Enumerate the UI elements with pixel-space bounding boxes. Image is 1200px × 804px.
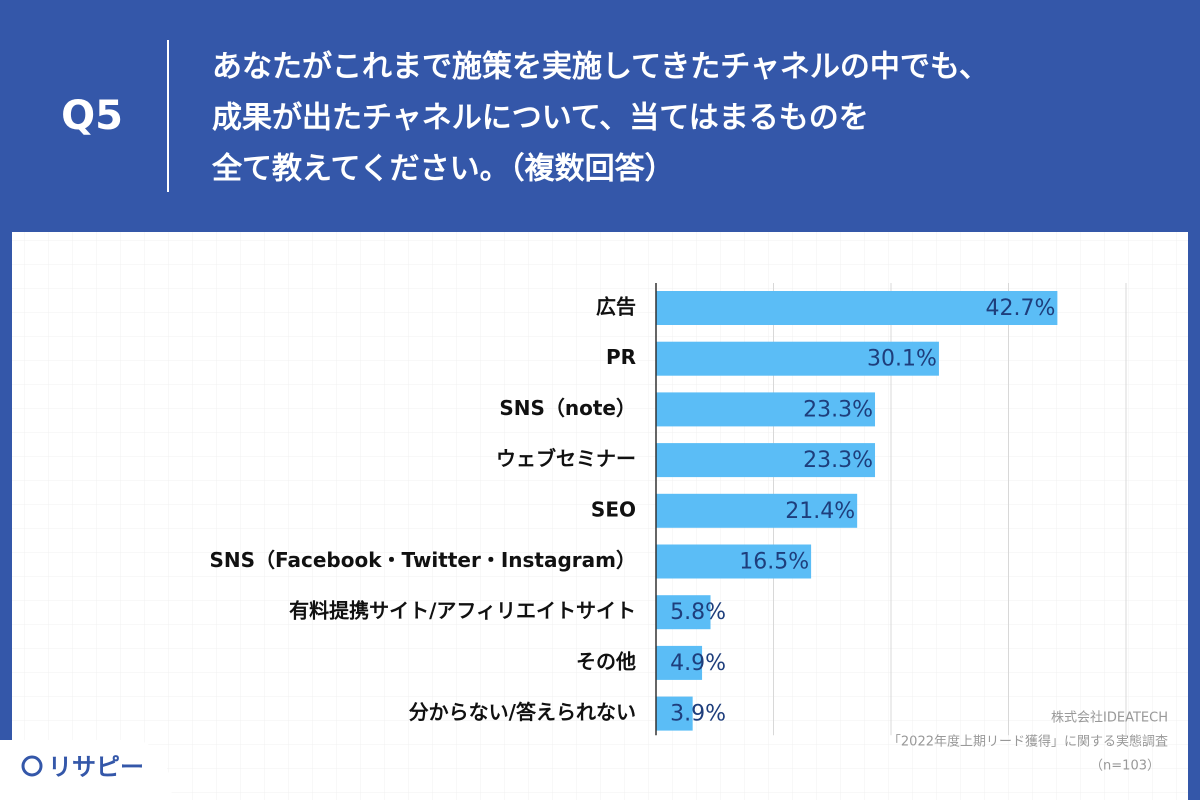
source-line: 株式会社IDEATECH (1051, 710, 1168, 726)
value-label: 42.7% (985, 296, 1055, 321)
panel-grid (12, 232, 1188, 800)
value-label: 5.8% (670, 600, 726, 625)
category-label: SNS（Facebook・Twitter・Instagram） (209, 548, 636, 572)
question-line: 全て教えてください。（複数回答） (211, 152, 675, 187)
bar (656, 544, 812, 579)
chart: 広告 42.7% PR 30.1% SNS（note） 23.3% ウェブセミナー 23.3%… (209, 283, 1127, 736)
logo-icon (21, 755, 43, 777)
bar (656, 493, 858, 528)
logo-tab (0, 740, 172, 800)
logo: リサピー (48, 753, 144, 781)
value-label: 30.1% (867, 347, 937, 372)
source: 株式会社IDEATECH 「2022年度上期リード獲得」に関する実態調査 （n=10… (888, 710, 1168, 774)
question-line: あなたがこれまで施策を実施してきたチャネルの中でも、 (212, 50, 989, 85)
value-label: 4.9% (670, 651, 726, 676)
value-label: 23.3% (803, 397, 873, 422)
question-label: Q5 (61, 93, 123, 139)
bar (656, 645, 703, 680)
value-label: 3.9% (670, 702, 726, 727)
bar (656, 696, 693, 731)
category-label: 広告 (596, 295, 636, 319)
bar (656, 341, 939, 376)
category-label: 分からない/答えられない (409, 700, 636, 724)
category-label: PR (606, 345, 636, 369)
source-line: 「2022年度上期リード獲得」に関する実態調査 (888, 734, 1168, 750)
bar (656, 392, 876, 427)
category-label: その他 (576, 649, 636, 673)
category-label: SEO (591, 497, 636, 521)
bar (656, 291, 1058, 325)
value-label: 16.5% (739, 550, 809, 575)
value-label: 23.3% (803, 448, 873, 473)
value-label: 21.4% (785, 499, 855, 524)
bar (656, 595, 711, 630)
bar (656, 443, 876, 478)
category-label: SNS（note） (499, 396, 636, 420)
question: あなたがこれまで施策を実施してきたチャネルの中でも、成果が出たチャネルについて、… (211, 50, 989, 187)
question-line: 成果が出たチャネルについて、当てはまるものを (212, 101, 869, 136)
category-label: ウェブセミナー (496, 447, 636, 471)
category-label: 有料提携サイト/アフィリエイトサイト (289, 599, 636, 623)
source-line: （n=103） (1090, 759, 1160, 774)
